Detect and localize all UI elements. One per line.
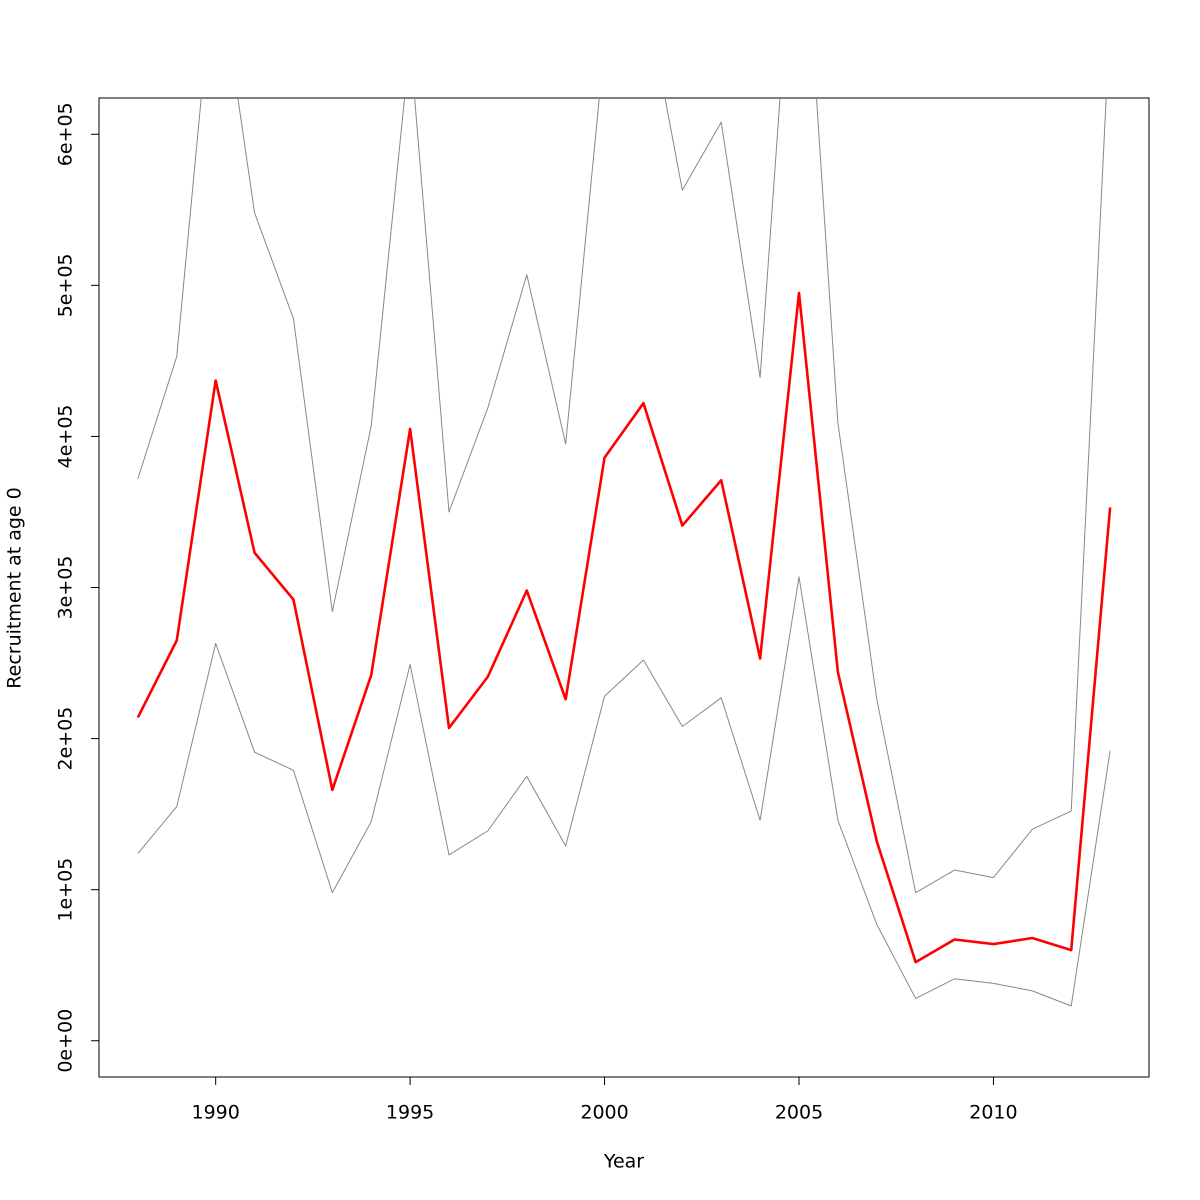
x-tick-label: 2005 [775,1102,823,1124]
x-tick-label: 2000 [580,1102,628,1124]
y-tick-label: 3e+05 [55,556,77,620]
y-tick-label: 1e+05 [55,858,77,922]
y-tick-label: 2e+05 [55,707,77,771]
bound-line [137,98,1107,894]
y-tick-label: 6e+05 [55,102,77,166]
estimate-line [136,291,1112,964]
x-tick-label: 2010 [969,1102,1017,1124]
x-tick-label: 1990 [191,1102,239,1124]
y-tick-label: 0e+00 [55,1009,77,1073]
bound-line [137,576,1111,1007]
y-axis-label: Recruitment at age 0 [4,487,26,688]
plot-frame [98,97,1150,1078]
y-tick-label: 5e+05 [55,253,77,317]
x-tick-label: 1995 [386,1102,434,1124]
y-tick-label: 4e+05 [55,404,77,468]
x-axis-label: Year [603,1151,644,1173]
series-layer [136,98,1112,1007]
